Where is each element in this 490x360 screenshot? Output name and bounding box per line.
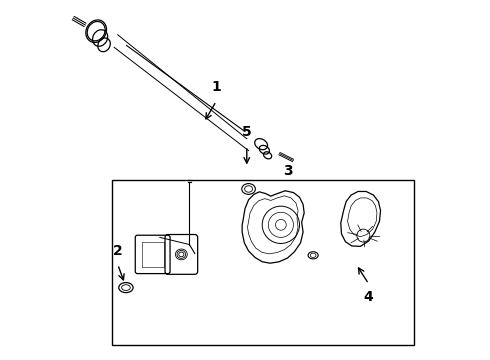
Bar [112,180,414,345]
Text: 2: 2 [113,244,122,258]
Text: 1: 1 [212,80,221,94]
Text: 4: 4 [364,291,373,305]
Text: 5: 5 [242,126,252,139]
Text: 3: 3 [283,164,293,178]
